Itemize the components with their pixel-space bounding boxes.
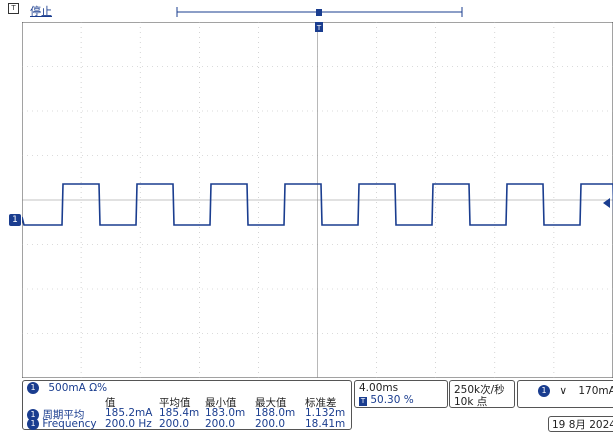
trigger-position-icon <box>316 9 322 16</box>
rising-edge-icon: ∨ <box>559 385 568 397</box>
trigger-box[interactable]: 1 ∨ 170mA <box>517 380 613 408</box>
row1-value: 185.2mA <box>105 407 153 419</box>
date-label: 19 8月 2024 <box>552 419 613 431</box>
top-status-bar: T 停止 <box>0 0 613 22</box>
col-header-max: 最大值 <box>255 397 287 409</box>
channel1-trace <box>22 183 613 226</box>
col-header-value: 值 <box>105 397 116 409</box>
row2-max: 200.0 <box>255 418 286 430</box>
channel1-ground-marker[interactable]: 1 <box>9 214 21 226</box>
svg-text:T: T <box>316 24 322 32</box>
col-header-std: 标准差 <box>305 397 337 409</box>
horizontal-position: 50.30 % <box>370 394 414 406</box>
waveform-graticule[interactable]: T <box>22 22 613 378</box>
trigger-source-badge: 1 <box>538 385 550 397</box>
row1-std: 1.132m <box>305 407 346 419</box>
col-header-mean: 平均值 <box>159 397 191 409</box>
timebase-box[interactable]: 4.00ms T 50.30 % <box>354 380 448 408</box>
measurement-panel: 1 500mA Ω% 值 平均值 最小值 最大值 标准差 1 周期平均 185.… <box>0 378 613 432</box>
row2-value: 200.0 Hz <box>105 418 152 430</box>
trigger-point-marker <box>315 22 323 32</box>
row1-min: 183.0m <box>205 407 246 419</box>
record-position-bar[interactable] <box>0 0 613 22</box>
date-box: 19 8月 2024 <box>548 416 613 432</box>
record-length: 10k 点 <box>454 396 488 408</box>
row2-mean: 200.0 <box>159 418 190 430</box>
run-status-label[interactable]: 停止 <box>30 5 52 18</box>
trigger-level-marker[interactable] <box>603 198 610 208</box>
row2-min: 200.0 <box>205 418 236 430</box>
acquisition-mode-icon: T <box>8 3 19 14</box>
row2-badge: 1 <box>27 418 39 430</box>
channel-measure-box[interactable]: 1 500mA Ω% 值 平均值 最小值 最大值 标准差 1 周期平均 185.… <box>22 380 352 430</box>
row2-name: Frequency <box>42 418 97 430</box>
row1-max: 188.0m <box>255 407 296 419</box>
sample-rate: 250k次/秒 <box>454 384 505 396</box>
col-header-min: 最小值 <box>205 397 237 409</box>
row1-mean: 185.4m <box>159 407 200 419</box>
row2-std: 18.41m <box>305 418 346 430</box>
channel1-badge: 1 <box>27 382 39 394</box>
acquisition-box[interactable]: 250k次/秒 10k 点 <box>449 380 515 408</box>
trigger-position-icon: T <box>359 397 367 406</box>
row1-name: 周期平均 <box>42 409 85 421</box>
measure-row-2: 1 Frequency <box>27 418 97 430</box>
timebase-scale: 4.00ms <box>359 382 399 394</box>
channel1-scale: 500mA Ω% <box>48 382 108 394</box>
trigger-level: 170mA <box>578 385 613 397</box>
